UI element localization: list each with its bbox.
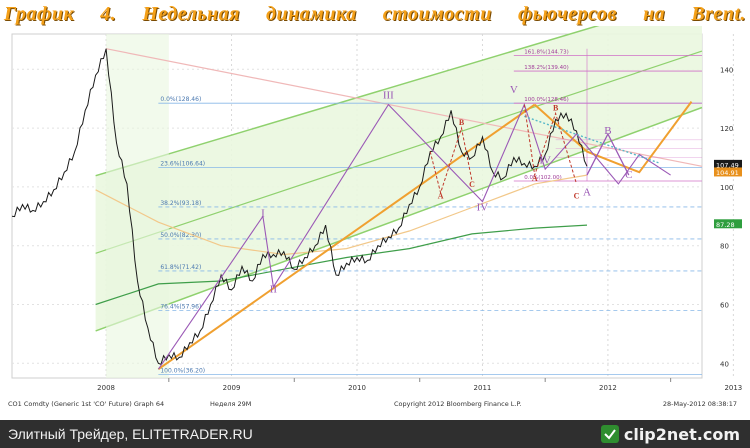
chart-area: 2008 2009 2010 2011 2012 2013 40 60 80 100 120 140 0… [2, 26, 748, 416]
forecast-path-orange [534, 101, 693, 174]
wave-label: V [510, 84, 518, 96]
x-tick-label: 2011 [474, 384, 492, 392]
y-tick-label: 140 [720, 66, 733, 74]
wave-label: C [469, 180, 475, 189]
fib-retracement-label: 76.4%(57.96) [160, 303, 201, 310]
wave-label: A [583, 187, 591, 199]
fib-extension-label: 138.2%(139.40) [524, 65, 569, 71]
y-tick-label: 60 [720, 301, 729, 309]
wave-label: II [270, 284, 278, 296]
title-word-graph: График [4, 2, 75, 25]
shaded-region [106, 34, 169, 378]
wave-projection-path [586, 132, 630, 176]
last-price-tag [714, 219, 742, 229]
wave-label: I [261, 207, 265, 219]
x-tick-label: 2010 [348, 384, 366, 392]
y-tick-label: 120 [720, 125, 733, 133]
y-tick-label: 40 [720, 360, 729, 368]
fib-extension-label: 100.0%(128.46) [524, 97, 569, 103]
wave-label: C [574, 192, 580, 201]
fib-extension-label: 161.8%(144.73) [524, 49, 569, 55]
caption-timestamp: 28-May-2012 08:38:17 [663, 400, 737, 408]
abc-correction-2 [523, 104, 577, 185]
fib-retracement-label: 100.0%(36.20) [160, 367, 205, 374]
fib-retracement-label: 0.0%(128.46) [160, 96, 201, 103]
x-tick-label: 2012 [599, 384, 617, 392]
moving-average-green [95, 224, 588, 306]
title-word-1: Недельная [142, 2, 240, 25]
channel-upper-line [95, 26, 600, 177]
wave-label: A [438, 192, 444, 201]
fib-retracement-label: 38.2%(93.18) [160, 200, 201, 207]
page-title: График 4. Недельная динамика стоимости ф… [4, 2, 746, 26]
last-price-tag [714, 167, 742, 177]
title-word-6: Brent. [691, 2, 746, 25]
wave-label: B [604, 125, 611, 137]
resistance-line [105, 48, 703, 167]
clip2net-logo-icon [600, 425, 619, 443]
x-tick-label: 2008 [97, 384, 115, 392]
fib-extension-label: 0.0%(102.00) [524, 175, 562, 181]
footer-bar: Элитный Трейдер, ELITETRADER.RU clip2net… [0, 420, 750, 448]
wave-label: IV [477, 201, 489, 213]
caption-security: CO1 Comdty (Generic 1st 'CO' Future) Gra… [8, 400, 164, 408]
x-tick-label: 2013 [724, 384, 742, 392]
fib-retracement-label: 61.8%(71.42) [160, 264, 201, 271]
y-tick-label: 100 [720, 184, 733, 192]
logo-text: clip2net.com [623, 424, 740, 444]
last-price-tag [714, 159, 742, 169]
wave-label: III [383, 90, 394, 102]
wave-label: B [553, 103, 559, 112]
last-price-label: 107.49 [716, 161, 739, 169]
footer-source: Элитный Трейдер, ELITETRADER.RU [8, 426, 253, 442]
wave-label: IV [539, 154, 551, 166]
y-tick-label: 80 [720, 243, 729, 251]
last-price-label: 104.91 [716, 169, 739, 177]
title-word-3: стоимости [382, 2, 492, 25]
abc-correction-1 [429, 126, 473, 195]
title-word-4: фьючерсов [517, 2, 617, 25]
caption-copyright: Copyright 2012 Bloomberg Finance L.P. [394, 400, 521, 408]
price-line [11, 48, 588, 365]
brent-weekly-chart: 2008 2009 2010 2011 2012 2013 40 60 80 100 120 140 0… [2, 26, 748, 416]
wave-label: B [459, 118, 465, 127]
fib-retracement-label: 23.6%(106.64) [160, 160, 205, 167]
moving-average-long [95, 174, 588, 256]
channel-lower-line [95, 106, 703, 332]
footer-logo[interactable]: clip2net.com [600, 424, 740, 444]
fib-retracement-label: 50.0%(82.30) [160, 232, 201, 239]
title-number: 4. [100, 2, 117, 25]
title-word-2: динамика [266, 2, 357, 25]
wave-label: C [625, 169, 632, 181]
title-word-5: на [643, 2, 666, 25]
x-tick-label: 2009 [223, 384, 241, 392]
last-price-label: 87.28 [716, 221, 735, 229]
trend-line [157, 103, 536, 370]
wave-label: A [532, 174, 538, 183]
channel-mid-line [95, 50, 703, 254]
caption-period: Неделя 29М [210, 400, 251, 408]
